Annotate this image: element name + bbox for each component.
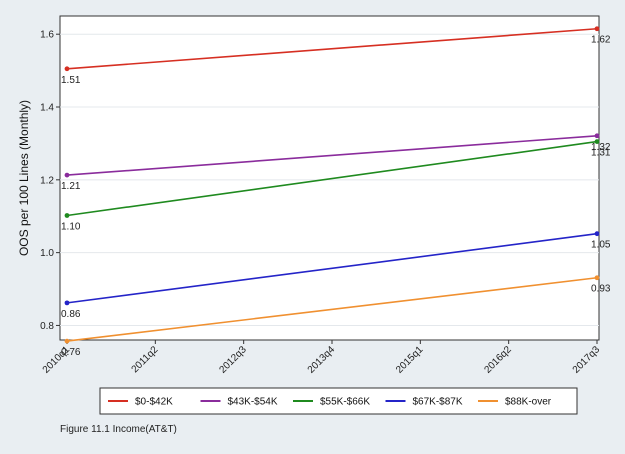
y-tick-label: 0.8 <box>40 321 54 332</box>
data-point <box>64 66 70 72</box>
figure-caption: Figure 11.1 Income(AT&T) <box>60 424 177 435</box>
x-tick-label: 2012q3 <box>217 344 249 376</box>
x-tick-label: 2011q2 <box>130 344 161 375</box>
legend-label: $88K-over <box>505 397 552 408</box>
legend-label: $67K-$87K <box>413 397 463 408</box>
data-label: 1.51 <box>61 75 81 86</box>
series-layer <box>64 26 600 344</box>
data-label: 0.93 <box>591 284 611 295</box>
series-line <box>66 140 598 217</box>
data-point <box>64 300 70 306</box>
y-tick-label: 1.0 <box>40 248 54 259</box>
y-axis-title: OOS per 100 Lines (Monthly) <box>17 100 31 256</box>
y-tick-label: 1.6 <box>40 30 54 41</box>
legend-label: $0-$42K <box>135 397 173 408</box>
data-label: 1.62 <box>591 35 611 46</box>
data-label: 1.10 <box>61 221 81 232</box>
y-axis: 0.8 1.0 1.2 1.4 1.6 <box>40 30 60 332</box>
x-tick-label: 2015q1 <box>394 344 426 376</box>
series-line <box>66 27 598 70</box>
data-label: 0.86 <box>61 309 81 320</box>
data-point <box>64 338 70 344</box>
data-label: 1.21 <box>61 181 81 192</box>
data-label: 0.76 <box>61 347 81 358</box>
legend-label: $55K-$66K <box>320 397 370 408</box>
series-line <box>66 276 598 342</box>
legend: $0-$42K $43K-$54K $55K-$66K $67K-$87K $88K-o… <box>108 397 552 408</box>
x-tick-label: 2013q4 <box>306 344 338 376</box>
data-point <box>64 172 70 178</box>
data-label: 1.05 <box>591 240 611 251</box>
x-tick-label: 2016q2 <box>482 344 514 376</box>
data-point <box>594 133 600 139</box>
legend-label: $43K-$54K <box>228 397 278 408</box>
y-tick-label: 1.4 <box>40 103 54 114</box>
data-point <box>64 213 70 218</box>
x-axis: 2010q1 2011q2 2012q3 2013q4 2015q1 2016q2 2017… <box>41 340 603 376</box>
data-point <box>594 275 600 281</box>
data-labels: 1.51 1.62 1.21 1.32 1.10 1.31 0.86 1.05 0.76 0.93 <box>61 35 611 358</box>
y-tick-label: 1.2 <box>40 175 54 186</box>
series-line <box>66 232 598 304</box>
x-tick-label: 2017q3 <box>571 344 603 376</box>
data-point <box>594 139 600 144</box>
data-label: 1.31 <box>591 148 611 159</box>
grid-lines <box>60 33 599 326</box>
data-label: 1.32 <box>591 142 611 153</box>
data-point <box>594 231 600 237</box>
data-point <box>594 26 600 32</box>
plot-area <box>59 15 600 341</box>
series-line <box>66 134 598 176</box>
